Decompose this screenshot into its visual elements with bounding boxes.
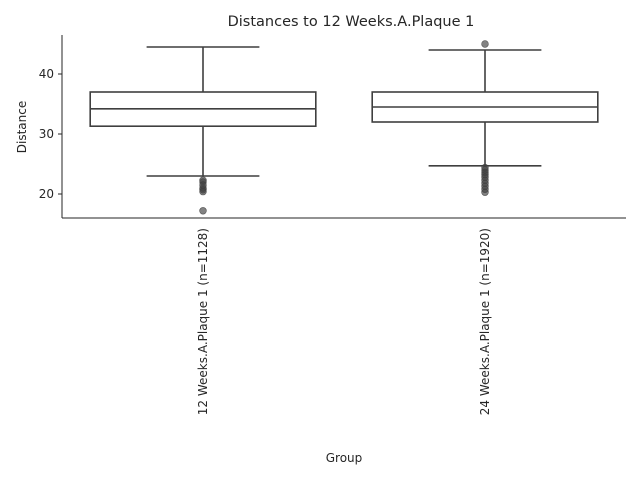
y-tick-label: 30	[39, 127, 54, 141]
outlier-point	[481, 188, 489, 196]
chart-title: Distances to 12 Weeks.A.Plaque 1	[228, 14, 475, 30]
outlier-point	[481, 40, 489, 48]
box-group	[89, 46, 317, 215]
x-axis-label: Group	[326, 451, 363, 465]
box-group	[371, 40, 599, 196]
outlier-point	[199, 207, 207, 215]
y-tick-label: 40	[39, 67, 54, 81]
plot-area	[89, 40, 599, 215]
outlier-point	[199, 187, 207, 196]
x-tick-label: 12 Weeks.A.Plaque 1 (n=1128)	[196, 228, 210, 415]
x-tick-label: 24 Weeks.A.Plaque 1 (n=1920)	[478, 228, 492, 415]
y-tick-label: 20	[39, 187, 54, 201]
y-axis-label: Distance	[15, 101, 29, 153]
